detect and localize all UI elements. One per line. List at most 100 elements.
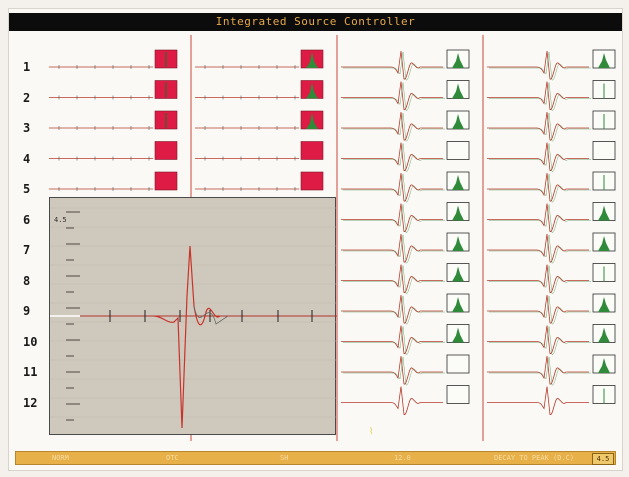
status-decay: DECAY TO PEAK (D.C) (494, 454, 575, 462)
window-title: Integrated Source Controller (215, 15, 416, 28)
row-label-3: 3 (23, 121, 31, 135)
status-bar: NORM OTC SH 12.0 DECAY TO PEAK (D.C) 4.5 (15, 451, 616, 465)
status-box-c4-r11 (592, 354, 616, 374)
trace-overlay (489, 112, 591, 142)
box-histogram (452, 205, 464, 221)
trace-c3-r10 (341, 325, 443, 354)
trace-c4-r9 (487, 294, 589, 324)
box-histogram (452, 297, 464, 312)
row-label-9: 9 (23, 304, 31, 318)
status-box-c4-r4 (592, 141, 616, 160)
status-box-c3-r1 (446, 49, 470, 69)
trace-overlay (489, 234, 591, 264)
status-box-c1-r4 (154, 141, 178, 160)
status-box-c3-r12 (446, 385, 470, 404)
zoom-waveform (153, 245, 221, 429)
status-box-c4-r9 (592, 293, 616, 313)
box-histogram (306, 52, 318, 68)
status-mode: NORM (52, 454, 69, 462)
trace-overlay (343, 173, 445, 203)
row-label-10: 10 (23, 334, 38, 349)
trace-c4-r2 (487, 81, 589, 110)
box-histogram (598, 297, 610, 312)
trace-c3-r1 (341, 50, 443, 80)
trace-overlay (489, 326, 591, 355)
box-frame (592, 141, 616, 160)
status-box-c1-r5 (154, 171, 178, 191)
trace-c4-r11 (487, 355, 589, 385)
trace-c3-r3 (341, 111, 443, 141)
box-histogram (598, 205, 610, 221)
row-label-6: 6 (23, 212, 31, 227)
status-box-c4-r6 (592, 202, 616, 221)
box-histogram (452, 53, 464, 68)
status-box-c2-r5 (300, 171, 324, 191)
box-histogram (598, 358, 610, 373)
row-label-4: 4 (23, 151, 31, 166)
trace-c4-r4 (487, 142, 589, 171)
status-box-c3-r8 (446, 263, 470, 282)
status-box-c4-r3 (592, 110, 616, 130)
column-3 (341, 50, 445, 415)
trace-c3-r8 (341, 264, 443, 293)
trace-c3-r6 (341, 203, 443, 232)
trace-overlay (489, 51, 591, 81)
trace-overlay (343, 204, 445, 233)
status-box-c4-r10 (592, 324, 616, 343)
row-label-1: 1 (23, 60, 31, 74)
status-box-c4-r2 (592, 80, 616, 99)
trace-c3-r4 (341, 142, 443, 171)
box-frame (446, 354, 470, 374)
trace-overlay (489, 143, 591, 172)
box-histogram (452, 114, 464, 129)
trace-c4-r10 (487, 325, 589, 354)
trace-c3-r12 (341, 386, 443, 415)
trace-overlay (343, 295, 445, 325)
trace-overlay (343, 265, 445, 294)
cursor-marker: ⌇ (369, 427, 374, 437)
status-box-c2-r3 (300, 110, 324, 130)
zoom-scale-label: 4.5 (54, 216, 67, 224)
status-otc: OTC (166, 454, 179, 462)
status-box-c4-r5 (592, 171, 616, 191)
trace-overlay (489, 265, 591, 294)
status-box-c3-r4 (446, 141, 470, 160)
trace-overlay (343, 356, 445, 386)
trace-overlay (343, 234, 445, 264)
trace-overlay (343, 51, 445, 81)
status-gain: 12.0 (394, 454, 411, 462)
box-histogram (452, 83, 464, 99)
status-box-c3-r9 (446, 293, 470, 313)
box-histogram (306, 113, 318, 129)
status-box-c2-r2 (300, 80, 324, 99)
trace-c4-r7 (487, 233, 589, 263)
zoom-waveform-echo (193, 305, 229, 325)
status-box-c4-r7 (592, 232, 616, 252)
box-histogram (306, 82, 318, 99)
zoom-trace-panel[interactable]: 4.5 (49, 197, 337, 435)
trace-c4-r3 (487, 111, 589, 141)
trace-c3-r2 (341, 81, 443, 110)
status-box-c3-r6 (446, 202, 470, 221)
status-box-c1-r2 (154, 80, 178, 99)
status-box-c2-r4 (300, 141, 324, 160)
status-box-c2-r1 (300, 49, 324, 69)
trace-overlay (343, 112, 445, 142)
trace-overlay (489, 204, 591, 233)
box-histogram (598, 327, 610, 343)
box-fill (300, 141, 324, 160)
box-histogram (598, 236, 610, 251)
row-label-12: 12 (23, 395, 38, 410)
status-box-c1-r1 (154, 49, 178, 69)
trace-overlay (489, 356, 591, 386)
status-sh: SH (280, 454, 289, 462)
row-label-11: 11 (23, 365, 38, 379)
status-box-c4-r1 (592, 49, 616, 69)
row-label-2: 2 (23, 90, 31, 105)
status-value-box[interactable]: 4.5 (592, 453, 614, 465)
box-frame (446, 385, 470, 404)
box-histogram (452, 327, 464, 343)
status-box-c3-r10 (446, 324, 470, 343)
status-box-c4-r8 (592, 263, 616, 282)
status-box-c3-r5 (446, 171, 470, 191)
